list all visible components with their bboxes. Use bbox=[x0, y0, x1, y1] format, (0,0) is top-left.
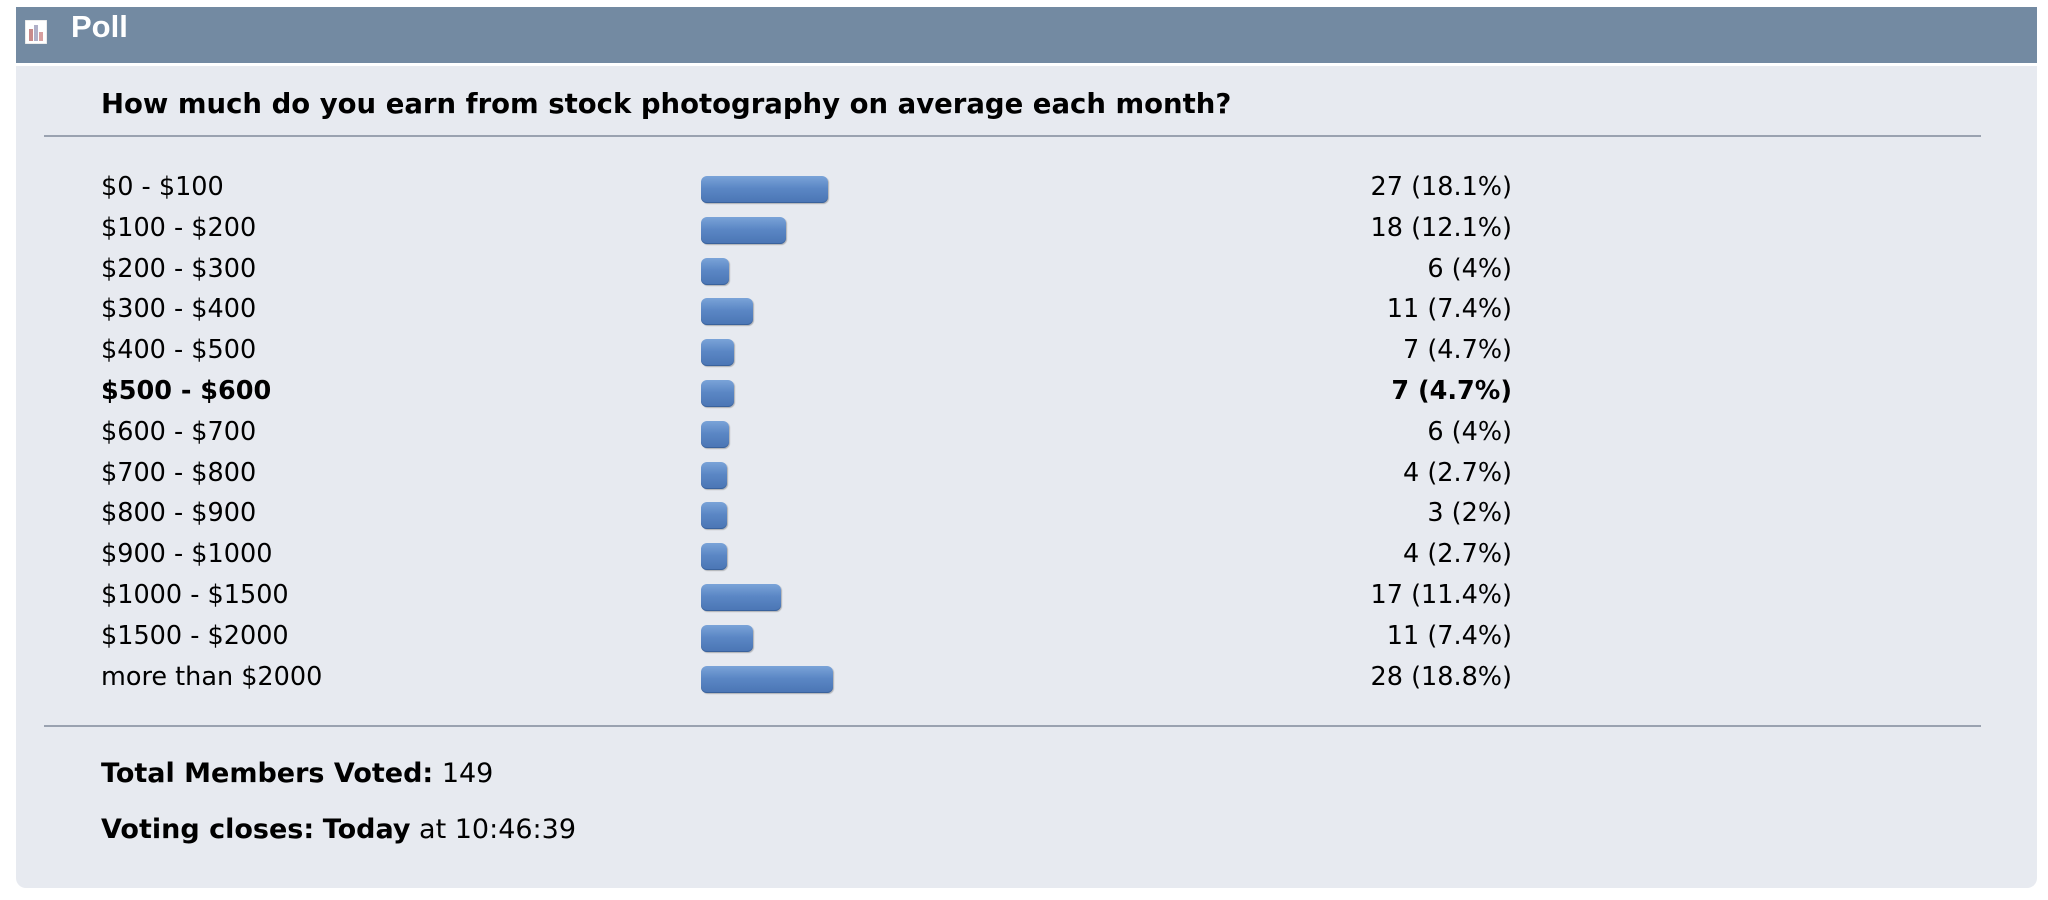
voting-closes: Voting closes: Today at 10:46:39 bbox=[101, 812, 576, 848]
poll-option-row: $900 - $1000 4 (2.7%) bbox=[0, 534, 2048, 574]
poll-option-label: $1500 - $2000 bbox=[101, 620, 289, 651]
poll-option-row: $600 - $700 6 (4%) bbox=[0, 412, 2048, 452]
poll-option-label: $500 - $600 bbox=[101, 376, 272, 406]
poll-option-row: $300 - $400 11 (7.4%) bbox=[0, 289, 2048, 329]
poll-panel bbox=[16, 66, 2037, 888]
poll-title: Poll bbox=[71, 9, 128, 44]
poll-option-label: $100 - $200 bbox=[101, 212, 257, 243]
poll-result-bar bbox=[701, 420, 729, 448]
poll-option-row: $1000 - $1500 17 (11.4%) bbox=[0, 575, 2048, 615]
poll-option-label: more than $2000 bbox=[101, 661, 323, 692]
poll-option-label: $400 - $500 bbox=[101, 335, 257, 366]
poll-option-label: $600 - $700 bbox=[101, 416, 257, 447]
poll-chart-icon bbox=[25, 20, 47, 44]
poll-result-bar bbox=[701, 461, 727, 489]
poll-result-bar bbox=[701, 257, 729, 285]
poll-option-row: $0 - $100 27 (18.1%) bbox=[0, 167, 2048, 207]
divider-top bbox=[44, 135, 1981, 137]
divider-bottom bbox=[44, 725, 1981, 727]
poll-option-votes: 4 (2.7%) bbox=[1402, 457, 1512, 488]
poll-result-bar bbox=[701, 339, 734, 367]
poll-option-votes: 11 (7.4%) bbox=[1386, 294, 1512, 325]
poll-option-votes: 27 (18.1%) bbox=[1370, 172, 1512, 202]
poll-option-votes: 6 (4%) bbox=[1427, 416, 1512, 447]
poll-option-votes: 18 (12.1%) bbox=[1370, 212, 1512, 243]
poll-option-votes: 11 (7.4%) bbox=[1386, 620, 1512, 651]
poll-option-votes: 7 (4.7%) bbox=[1391, 376, 1512, 406]
total-voted: Total Members Voted: 149 bbox=[101, 756, 493, 792]
voting-closes-time: at 10:46:39 bbox=[419, 814, 577, 845]
poll-result-bar bbox=[701, 502, 727, 530]
poll-result-bar bbox=[701, 216, 786, 244]
poll-result-bar bbox=[701, 176, 828, 203]
poll-option-votes: 7 (4.7%) bbox=[1402, 335, 1512, 366]
total-voted-label: Total Members Voted: bbox=[101, 758, 434, 789]
voting-closes-label: Voting closes: bbox=[101, 814, 315, 845]
poll-header bbox=[16, 7, 2037, 63]
poll-option-votes: 3 (2%) bbox=[1427, 498, 1512, 529]
poll-option-row: $400 - $500 7 (4.7%) bbox=[0, 330, 2048, 370]
poll-option-row: $100 - $200 18 (12.1%) bbox=[0, 208, 2048, 248]
poll-option-label: $800 - $900 bbox=[101, 498, 257, 529]
poll-option-row: more than $2000 28 (18.8%) bbox=[0, 657, 2048, 697]
poll-option-label: $1000 - $1500 bbox=[101, 580, 289, 610]
poll-option-row: $500 - $600 7 (4.7%) bbox=[0, 371, 2048, 411]
poll-result-bar bbox=[701, 543, 727, 571]
poll-option-label: $700 - $800 bbox=[101, 457, 257, 488]
poll-option-votes: 17 (11.4%) bbox=[1370, 580, 1512, 610]
poll-result-bar bbox=[701, 624, 753, 652]
voting-closes-day: Today bbox=[322, 814, 411, 845]
poll-result-bar bbox=[701, 298, 753, 326]
poll-option-votes: 4 (2.7%) bbox=[1402, 539, 1512, 570]
poll-result-bar bbox=[701, 665, 833, 693]
poll-result-bar bbox=[701, 380, 734, 407]
poll-option-label: $900 - $1000 bbox=[101, 539, 273, 570]
poll-option-label: $300 - $400 bbox=[101, 294, 257, 325]
poll-option-label: $200 - $300 bbox=[101, 253, 257, 284]
poll-option-row: $700 - $800 4 (2.7%) bbox=[0, 453, 2048, 493]
poll-question: How much do you earn from stock photogra… bbox=[101, 88, 1232, 120]
poll-option-votes: 28 (18.8%) bbox=[1370, 661, 1512, 692]
total-voted-value: 149 bbox=[441, 758, 494, 789]
poll-option-votes: 6 (4%) bbox=[1427, 253, 1512, 284]
poll-result-bar bbox=[701, 584, 781, 611]
poll-option-label: $0 - $100 bbox=[101, 172, 224, 202]
poll-option-row: $800 - $900 3 (2%) bbox=[0, 493, 2048, 533]
poll-option-row: $1500 - $2000 11 (7.4%) bbox=[0, 616, 2048, 656]
poll-option-row: $200 - $300 6 (4%) bbox=[0, 249, 2048, 289]
